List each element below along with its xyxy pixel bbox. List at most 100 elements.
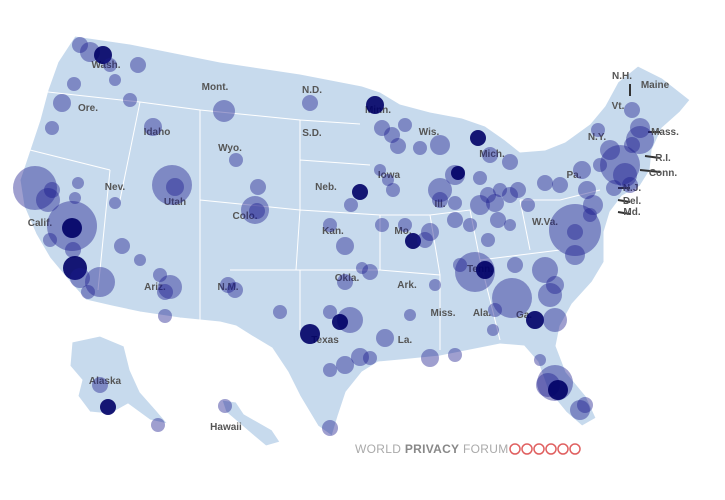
state-label: Mo. <box>394 226 411 237</box>
bubble <box>502 154 518 170</box>
bubble <box>336 237 354 255</box>
bubble <box>114 238 130 254</box>
bubble <box>534 354 546 366</box>
state-label: N.J. <box>623 183 642 194</box>
bubble <box>490 212 506 228</box>
footer: WORLD PRIVACY FORUM <box>355 442 581 456</box>
bubble <box>352 184 368 200</box>
bubble <box>429 279 441 291</box>
bubble <box>507 257 523 273</box>
bubble <box>157 284 173 300</box>
bubble <box>448 348 462 362</box>
state-label: Maine <box>641 80 670 91</box>
state-label: S.D. <box>302 128 322 139</box>
bubble <box>53 94 71 112</box>
state-label: Iowa <box>378 170 401 181</box>
bubble <box>480 187 496 203</box>
bubble <box>486 194 504 212</box>
state-label: Ark. <box>397 280 417 291</box>
bubble <box>487 324 499 336</box>
bubble <box>218 399 232 413</box>
state-label: Neb. <box>315 182 337 193</box>
state-label: Kan. <box>322 226 344 237</box>
bubble <box>63 256 87 280</box>
us-mainland <box>19 35 691 437</box>
bubble <box>336 356 354 374</box>
bubble <box>382 174 394 186</box>
bubble <box>448 196 462 210</box>
state-label: Ill. <box>434 199 445 210</box>
state-label: La. <box>398 335 413 346</box>
bubble <box>103 58 117 72</box>
bubble <box>227 282 243 298</box>
bubble <box>626 126 654 154</box>
state-label: N.H. <box>612 71 632 82</box>
logo-ring <box>533 443 545 455</box>
bubble <box>384 127 400 143</box>
state-label: Utah <box>164 197 186 208</box>
bubble <box>322 420 338 436</box>
state-label: Mont. <box>202 82 229 93</box>
state-label: Wis. <box>419 127 440 138</box>
bubble <box>622 177 638 193</box>
bubble <box>493 183 507 197</box>
state-label: Del. <box>623 196 642 207</box>
bubble <box>537 175 553 191</box>
bubble <box>44 182 60 198</box>
state-label: Colo. <box>233 211 258 222</box>
bubble <box>473 171 487 185</box>
state-label: Mich. <box>479 149 505 160</box>
bubble <box>375 218 389 232</box>
bubble <box>100 399 116 415</box>
bubble <box>151 418 165 432</box>
bubble <box>302 95 318 111</box>
bubble <box>241 196 269 224</box>
state-label: Wyo. <box>218 143 242 154</box>
bubble <box>332 314 348 330</box>
state-label: Hawaii <box>210 422 242 433</box>
state-label: Ga. <box>516 310 532 321</box>
bubble <box>158 309 172 323</box>
bubble <box>583 195 603 215</box>
bubble <box>166 178 184 196</box>
state-label: R.I. <box>655 153 671 164</box>
bubble <box>390 138 406 154</box>
bubble <box>376 329 394 347</box>
bubble <box>323 305 337 319</box>
state-label: Wash. <box>91 60 120 71</box>
state-label: Mass. <box>651 127 679 138</box>
state-label: Ariz. <box>144 282 166 293</box>
bubble <box>481 233 495 247</box>
bubble <box>583 208 597 222</box>
bubble <box>453 258 467 272</box>
bubble <box>62 218 82 238</box>
bubble <box>613 163 637 187</box>
bubble <box>546 276 564 294</box>
brand-logo <box>509 443 581 455</box>
bubble <box>362 264 378 280</box>
bubble <box>144 118 162 136</box>
state-label: Pa. <box>566 170 581 181</box>
bubble <box>344 198 358 212</box>
bubble <box>398 118 412 132</box>
state-label: Miss. <box>430 308 455 319</box>
bubble <box>81 285 95 299</box>
bubble <box>213 100 235 122</box>
bubble <box>482 147 498 163</box>
bubble <box>549 204 601 256</box>
logo-ring <box>569 443 581 455</box>
brand-word: FORUM <box>463 442 509 456</box>
land <box>19 35 691 447</box>
state-label: Md. <box>623 207 640 218</box>
bubble <box>92 377 108 393</box>
bubble <box>600 145 640 185</box>
bubble <box>134 254 146 266</box>
state-label: Alaska <box>89 376 122 387</box>
state-label: W.Va. <box>532 217 558 228</box>
bubble <box>36 188 60 212</box>
logo-ring <box>545 443 557 455</box>
leader <box>617 211 631 215</box>
bubble <box>532 257 558 283</box>
bubble <box>504 219 516 231</box>
bubble <box>521 198 535 212</box>
